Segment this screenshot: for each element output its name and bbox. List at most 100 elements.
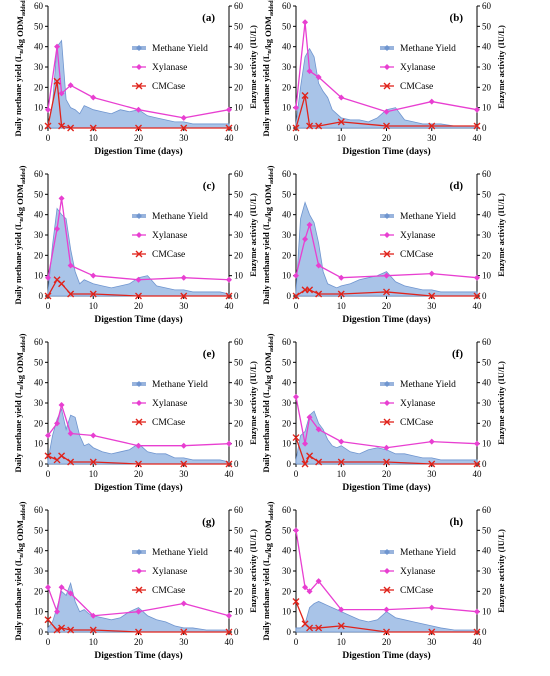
- y-axis-title-part: Daily methane yield (L: [13, 221, 23, 304]
- y-tick-label-left: 50: [34, 189, 44, 199]
- y-tick-label-right: 40: [234, 42, 244, 52]
- y-tick-label-right: 40: [234, 546, 244, 556]
- x-tick-label: 30: [427, 133, 437, 143]
- y-axis-title-left: Daily methane yield (Ln/kg ODMadded): [13, 501, 27, 640]
- x-tick-label: 0: [294, 469, 299, 479]
- x-tick-label: 30: [427, 469, 437, 479]
- y-axis-title-right: Enzyme activity (IU/L): [496, 529, 506, 613]
- y-tick-label-left: 40: [34, 378, 44, 388]
- x-axis-title: Digestion Time (days): [94, 314, 182, 325]
- y-tick-label-left: 60: [282, 337, 292, 347]
- x-tick-label: 30: [427, 301, 437, 311]
- y-axis-title-part: /kg ODM: [263, 352, 273, 387]
- legend-xylanase-label: Xylanase: [152, 231, 187, 241]
- y-tick-label-right: 40: [482, 378, 492, 388]
- y-tick-label-right: 30: [234, 566, 244, 576]
- x-tick-label: 40: [225, 133, 235, 143]
- y-tick-label-right: 60: [234, 1, 244, 11]
- y-tick-label-right: 30: [482, 566, 492, 576]
- legend-methane-marker: [136, 381, 142, 387]
- legend-xylanase-marker: [384, 232, 390, 238]
- legend-xylanase-marker: [136, 400, 142, 406]
- y-tick-label-left: 50: [282, 189, 292, 199]
- legend-cmcase-label: CMCase: [152, 82, 185, 92]
- legend-xylanase-marker: [136, 568, 142, 574]
- y-axis-title-left: Daily methane yield (Ln/kg ODMadded): [261, 333, 275, 472]
- y-tick-label-right: 60: [482, 1, 492, 11]
- y-tick-label-left: 30: [282, 566, 292, 576]
- y-axis-title-part: Daily methane yield (L: [13, 389, 23, 472]
- y-tick-label-right: 0: [482, 123, 487, 133]
- legend-xylanase-marker: [136, 64, 142, 70]
- y-axis-title-part: Daily methane yield (L: [13, 557, 23, 640]
- y-tick-label-left: 40: [34, 42, 44, 52]
- y-tick-label-right: 10: [234, 607, 244, 617]
- y-tick-label-right: 50: [482, 21, 492, 31]
- x-axis-title: Digestion Time (days): [94, 482, 182, 493]
- legend-cmcase-label: CMCase: [400, 418, 433, 428]
- y-axis-title-subscript: added: [21, 0, 27, 16]
- y-tick-label-left: 20: [34, 418, 44, 428]
- x-tick-label: 30: [179, 133, 189, 143]
- y-axis-title-part: /kg ODM: [15, 16, 25, 51]
- x-axis-title: Digestion Time (days): [342, 146, 430, 157]
- y-tick-label-left: 20: [282, 586, 292, 596]
- x-tick-label: 40: [225, 637, 235, 647]
- y-tick-label-left: 10: [34, 271, 44, 281]
- y-tick-label-right: 0: [234, 291, 239, 301]
- methane-yield-area: [296, 49, 477, 128]
- y-axis-title-part: Daily methane yield (L: [261, 557, 271, 640]
- xylanase-point: [181, 275, 187, 281]
- legend-methane-label: Methane Yield: [400, 380, 456, 390]
- methane-yield-area: [296, 411, 477, 464]
- legend-xylanase-label: Xylanase: [400, 567, 435, 577]
- y-tick-label-left: 0: [287, 123, 292, 133]
- x-tick-label: 10: [89, 637, 99, 647]
- y-axis-title-part: Daily methane yield (L: [261, 53, 271, 136]
- y-axis-title-right: Enzyme activity (IU/L): [496, 361, 506, 445]
- x-tick-label: 0: [294, 133, 299, 143]
- y-tick-label-left: 40: [34, 546, 44, 556]
- xylanase-point: [59, 402, 65, 408]
- panel-label: (g): [202, 516, 215, 528]
- y-axis-title-part: /kg ODM: [15, 352, 25, 387]
- y-axis-title-part: /kg ODM: [263, 520, 273, 555]
- x-tick-label: 20: [134, 133, 144, 143]
- x-tick-label: 20: [382, 469, 392, 479]
- y-tick-label-left: 60: [34, 337, 44, 347]
- xylanase-point: [181, 115, 187, 121]
- y-tick-label-right: 20: [234, 418, 244, 428]
- y-tick-label-right: 60: [234, 505, 244, 515]
- legend-methane-label: Methane Yield: [152, 548, 208, 558]
- x-tick-label: 0: [46, 637, 51, 647]
- y-tick-label-right: 0: [482, 459, 487, 469]
- xylanase-line: [48, 198, 229, 279]
- y-tick-label-left: 50: [282, 525, 292, 535]
- y-axis-title-left: Daily methane yield (Ln/kg ODMadded): [13, 165, 27, 304]
- y-tick-label-right: 50: [234, 21, 244, 31]
- panel-label: (b): [450, 12, 464, 24]
- xylanase-point: [384, 607, 390, 613]
- y-tick-label-left: 50: [282, 21, 292, 31]
- y-tick-label-left: 0: [287, 627, 292, 637]
- y-tick-label-right: 50: [234, 525, 244, 535]
- xylanase-point: [338, 439, 344, 445]
- y-tick-label-right: 40: [482, 546, 492, 556]
- y-tick-label-right: 50: [482, 525, 492, 535]
- x-tick-label: 0: [294, 301, 299, 311]
- y-axis-title-subscript: added: [21, 336, 27, 352]
- xylanase-point: [90, 95, 96, 101]
- y-axis-title-right: Enzyme activity (IU/L): [248, 193, 258, 277]
- y-tick-label-left: 50: [34, 525, 44, 535]
- y-axis-title-left: Daily methane yield (Ln/kg ODMadded): [261, 501, 275, 640]
- y-tick-label-right: 20: [234, 82, 244, 92]
- panel-label: (c): [203, 180, 216, 192]
